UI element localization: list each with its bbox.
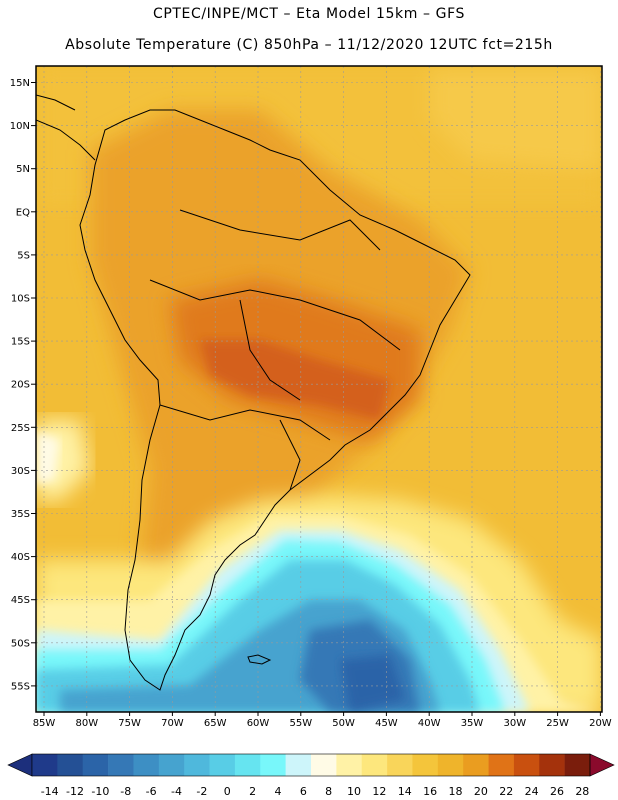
lon-label: 75W [118,718,141,729]
colorbar-swatch [209,754,236,776]
lat-label: 30S [11,466,30,477]
colorbar-label: -10 [91,785,109,798]
lat-label: 50S [11,638,30,649]
colorbar-swatch [82,754,109,776]
lon-label: 70W [161,718,184,729]
lon-label: 40W [418,718,441,729]
colorbar-label: 4 [274,785,281,798]
lat-label: EQ [16,207,30,218]
colorbar-label: -8 [120,785,131,798]
lon-label: 50W [332,718,355,729]
map-frame [35,65,603,713]
colorbar-low-arrow [7,753,33,777]
coastlines [36,94,471,691]
colorbar-label: 22 [499,785,513,798]
lat-label: 15N [10,78,30,89]
colorbar-label: -4 [171,785,182,798]
lon-label: 25W [546,718,569,729]
colorbar-label: 20 [474,785,488,798]
colorbar-swatch [336,754,363,776]
colorbar-label: 18 [449,785,463,798]
colorbar-swatch [108,754,134,776]
lon-label: 65W [204,718,227,729]
colorbar-swatch [488,754,515,776]
colorbar-swatch [285,754,312,776]
lat-label: 35S [11,509,30,520]
colorbar-label: -6 [146,785,157,798]
colorbar-label: 6 [300,785,307,798]
lat-label: 25S [11,423,30,434]
colorbar-label: -2 [196,785,207,798]
latitude-labels: 15N 10N 5N EQ 5S 10S 15S 20S 25S 30S 35S 40S 45S 50S 5… [10,78,36,692]
colorbar-label: 0 [224,785,231,798]
longitude-labels: 85W 80W 75W 70W 65W 60W 55W 50W 45W 40W 35W 30W 25W 2… [33,712,612,729]
colorbar-swatch [133,754,160,776]
colorbar-swatch [311,754,337,776]
colorbar-label: 26 [550,785,564,798]
colorbar-swatch [437,754,464,776]
lat-label: 15S [11,337,30,348]
colorbar-label: 28 [575,785,589,798]
colorbar-swatch [260,754,286,776]
lon-label: 55W [289,718,312,729]
colorbar-label: 2 [249,785,256,798]
colorbar-swatch [32,754,58,776]
lat-label: 45S [11,595,30,606]
lat-label: 5N [16,164,30,175]
colorbar-label: -14 [41,785,59,798]
colorbar-swatch [57,754,84,776]
grid-lines [36,66,602,712]
colorbar-swatch [184,754,210,776]
lon-label: 20W [589,718,612,729]
colorbar-swatch [513,754,540,776]
chart-title-line2: Absolute Temperature (C) 850hPa – 11/12/… [65,37,553,53]
colorbar-swatch [234,754,261,776]
lon-label: 80W [75,718,98,729]
colorbar-swatch [361,754,388,776]
temperature-field [36,66,602,712]
lon-label: 35W [461,718,484,729]
lat-label: 40S [11,552,30,563]
lon-label: 30W [503,718,526,729]
chart-title-line1: CPTEC/INPE/MCT – Eta Model 15km – GFS [152,6,466,22]
lat-label: 20S [11,380,30,391]
lat-label: 10S [11,294,30,305]
lon-label: 85W [33,718,56,729]
colorbar-label: 8 [325,785,332,798]
lon-label: 60W [247,718,270,729]
colorbar-frame [31,753,591,777]
colorbar-label: 10 [347,785,361,798]
colorbar-label: 12 [372,785,386,798]
lat-label: 55S [11,681,30,692]
lat-label: 5S [17,250,30,261]
colorbar: -14 -12 -10 -8 -6 -4 -2 0 2 4 6 8 10 12 14 16 18 20 22 24 26… [7,753,615,798]
colorbar-swatch [564,754,591,776]
lat-label: 10N [10,121,30,132]
colorbar-high-arrow [589,753,615,777]
colorbar-swatch [463,754,489,776]
colorbar-swatch [412,754,439,776]
colorbar-swatch [387,754,413,776]
colorbar-swatch [158,754,185,776]
colorbar-label: 24 [525,785,539,798]
colorbar-label: 14 [398,785,412,798]
colorbar-label: 16 [423,785,437,798]
lon-label: 45W [375,718,398,729]
colorbar-label: -12 [66,785,84,798]
colorbar-swatch [539,754,565,776]
